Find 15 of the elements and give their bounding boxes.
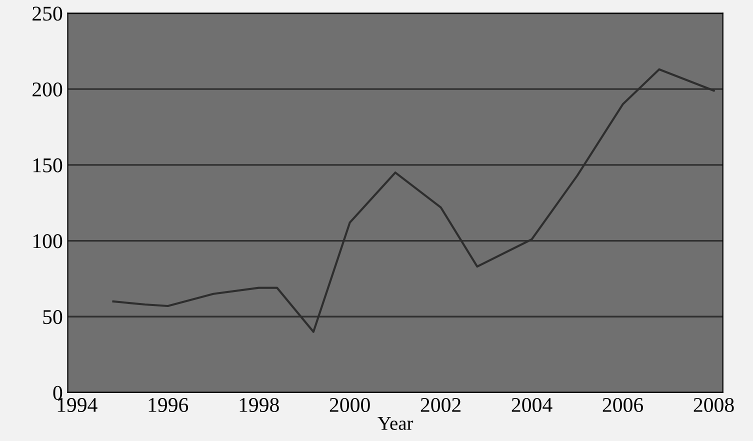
x-tick-label: 1994 — [58, 398, 98, 412]
x-tick-label: 2008 — [694, 398, 734, 412]
x-tick-label: 2006 — [602, 398, 644, 412]
x-tick-label: 2002 — [420, 398, 461, 412]
x-tick-label: 1998 — [240, 398, 279, 412]
x-tick-label: 2004 — [512, 398, 552, 412]
y-tick-label: 150 — [33, 158, 62, 172]
y-tick-label: 250 — [32, 6, 62, 21]
y-tick-label: 200 — [32, 82, 62, 97]
x-tick-label: 1996 — [148, 398, 188, 412]
y-tick-label: 0 — [53, 386, 62, 400]
y-tick-label: 100 — [33, 234, 62, 248]
y-tick-label: 50 — [43, 310, 62, 324]
x-axis-title: Year — [378, 417, 414, 430]
x-tick-label: 2000 — [330, 398, 370, 412]
